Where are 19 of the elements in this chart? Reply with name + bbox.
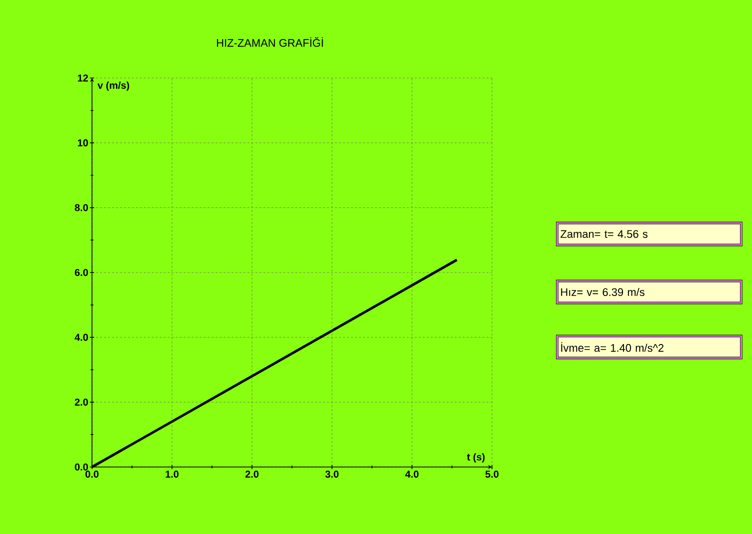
text: İvme= a= 1.40 m/s^2 [561,342,664,352]
x-tick-label: 4.0 [405,470,419,478]
x-tick-label: 3.0 [325,470,339,478]
y-tick-label: 2.0 [74,398,88,406]
y-tick-label: 6.0 [74,268,88,276]
text: Hız= v= 6.39 m/s [561,288,644,296]
x-tick-label: 5.0 [485,470,499,478]
x-tick-label: 1.0 [166,470,179,478]
y-tick-label: 12 [78,74,88,82]
chart-title: HIZ-ZAMAN GRAFİĞİ [217,37,323,47]
text: Zaman= t= 4.56 s [560,230,648,238]
y-tick-label: 8.0 [74,204,88,212]
y-tick-label: 4.0 [74,334,88,341]
x-tick-label: 0.0 [85,470,99,478]
x-tick-label: 2.0 [245,470,259,478]
x-axis-title: t (s) [467,453,485,462]
y-tick-label: 10 [78,139,88,146]
y-axis-title: v (m/s) [98,82,130,91]
y-tick-label: 0.0 [74,463,88,471]
